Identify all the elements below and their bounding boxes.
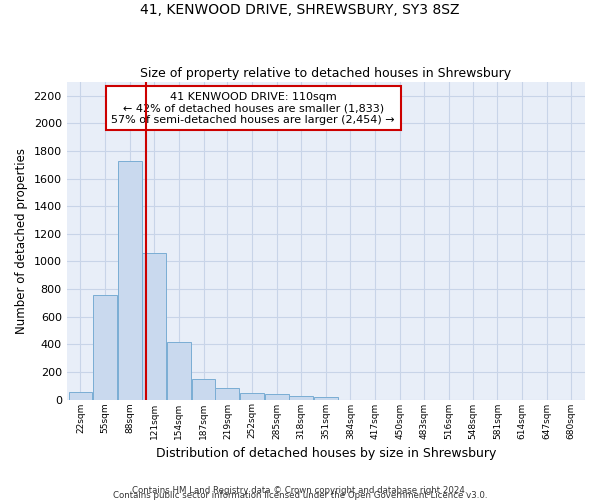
Bar xyxy=(265,394,289,400)
Bar xyxy=(191,379,215,400)
Bar xyxy=(289,396,313,400)
Bar xyxy=(93,294,117,400)
Bar xyxy=(240,393,264,400)
Text: Contains public sector information licensed under the Open Government Licence v3: Contains public sector information licen… xyxy=(113,491,487,500)
X-axis label: Distribution of detached houses by size in Shrewsbury: Distribution of detached houses by size … xyxy=(155,447,496,460)
Bar xyxy=(142,253,166,400)
Bar xyxy=(314,397,338,400)
Title: Size of property relative to detached houses in Shrewsbury: Size of property relative to detached ho… xyxy=(140,66,511,80)
Bar xyxy=(118,160,142,400)
Bar xyxy=(167,342,191,400)
Bar xyxy=(68,392,92,400)
Text: Contains HM Land Registry data © Crown copyright and database right 2024.: Contains HM Land Registry data © Crown c… xyxy=(132,486,468,495)
Y-axis label: Number of detached properties: Number of detached properties xyxy=(15,148,28,334)
Bar xyxy=(215,388,239,400)
Text: 41 KENWOOD DRIVE: 110sqm
← 42% of detached houses are smaller (1,833)
57% of sem: 41 KENWOOD DRIVE: 110sqm ← 42% of detach… xyxy=(112,92,395,125)
Text: 41, KENWOOD DRIVE, SHREWSBURY, SY3 8SZ: 41, KENWOOD DRIVE, SHREWSBURY, SY3 8SZ xyxy=(140,2,460,16)
